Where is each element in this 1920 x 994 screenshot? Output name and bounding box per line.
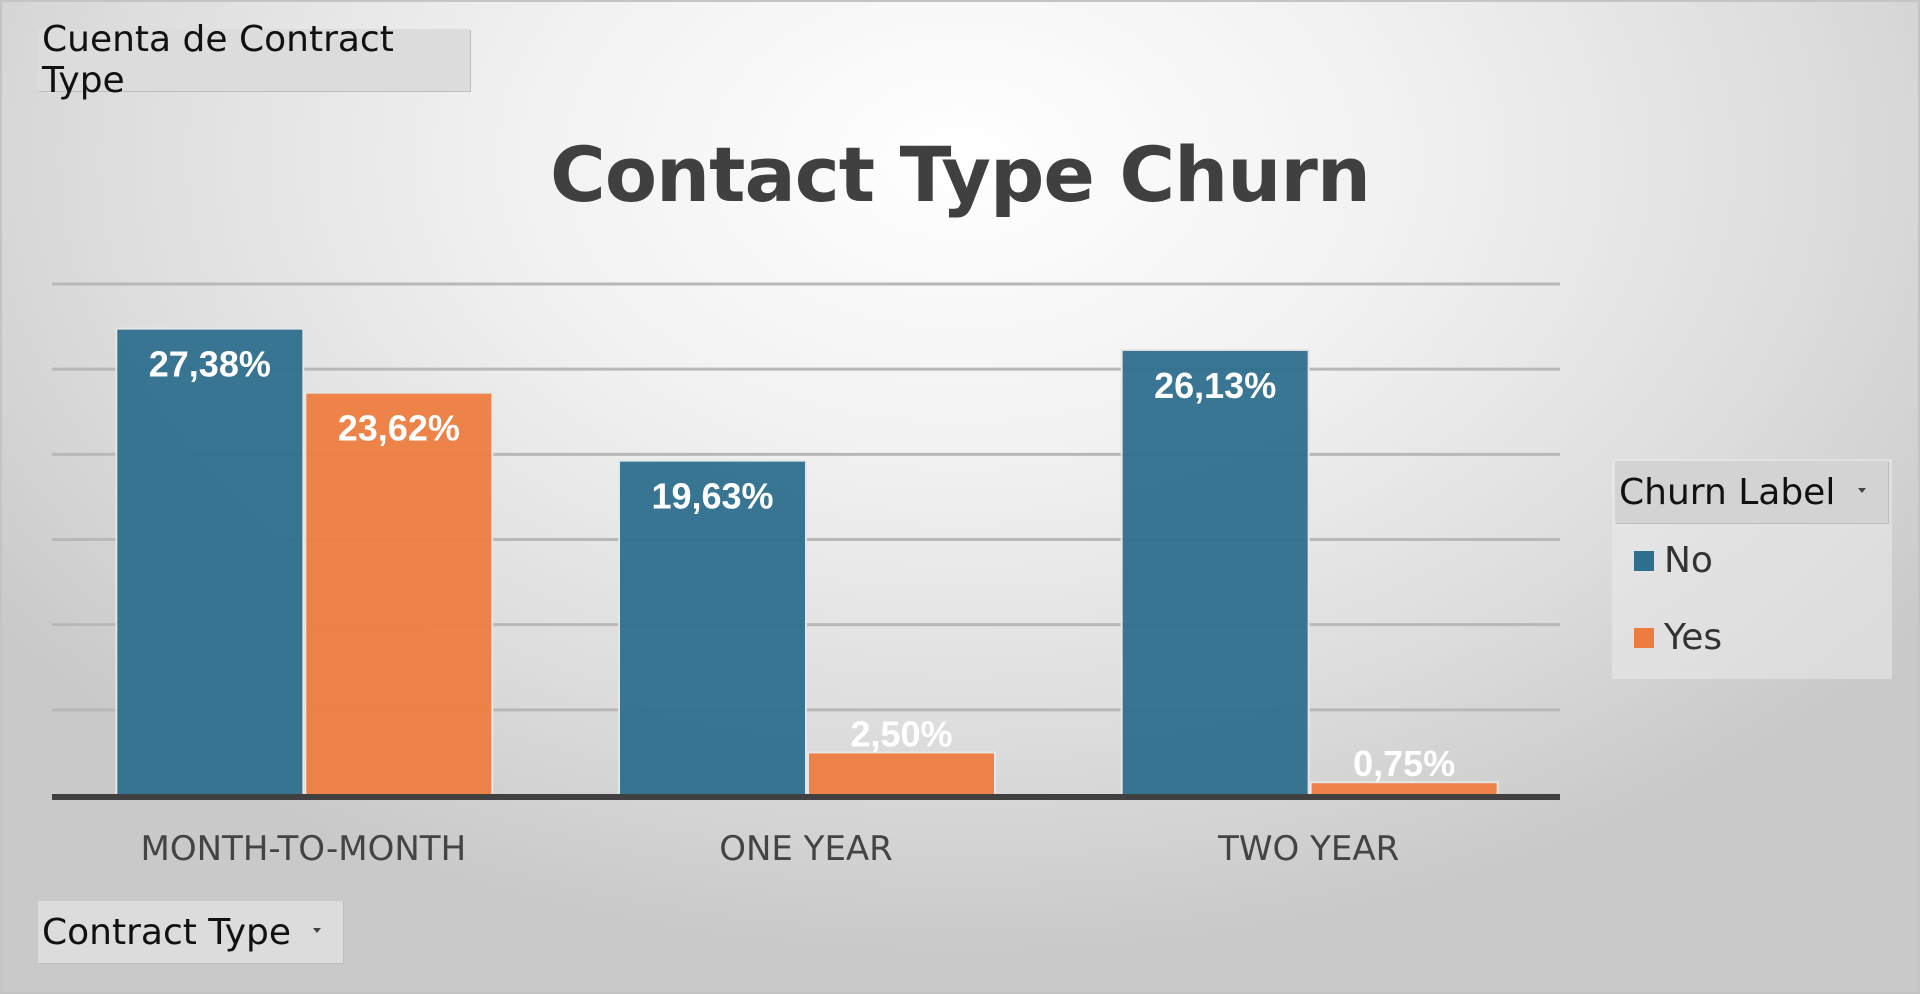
axis-field-label: Contract Type — [42, 911, 291, 953]
legend-field-button[interactable]: Churn Label — [1615, 461, 1888, 523]
data-label: 2,50% — [850, 713, 952, 754]
x-tick-label: TWO YEAR — [1217, 829, 1399, 869]
values-field-button[interactable]: Cuenta de Contract Type — [38, 19, 470, 101]
legend-swatch-no — [1634, 550, 1654, 571]
data-label: 19,63% — [651, 476, 773, 517]
chevron-down-icon — [313, 928, 321, 933]
chevron-down-icon — [1858, 488, 1866, 493]
legend-swatch-yes — [1634, 627, 1654, 648]
legend-item-no: No — [1634, 540, 1713, 581]
legend-label-yes: Yes — [1664, 617, 1723, 658]
data-label: 27,38% — [149, 344, 271, 385]
data-label: 0,75% — [1353, 743, 1455, 784]
bar-yes-1 — [807, 751, 996, 797]
legend-label-no: No — [1664, 540, 1713, 581]
axis-field-button[interactable]: Contract Type — [38, 901, 343, 963]
data-label: 23,62% — [338, 408, 460, 449]
values-field-label: Cuenta de Contract Type — [42, 19, 394, 101]
bar-no-0 — [115, 327, 305, 796]
bar-no-2 — [1120, 348, 1310, 796]
bar-no-1 — [618, 459, 807, 796]
legend-field-label: Churn Label — [1619, 471, 1836, 513]
chart-title: Contact Type Churn — [550, 130, 1371, 219]
bar-yes-0 — [304, 391, 494, 796]
x-tick-label: MONTH-TO-MONTH — [141, 829, 467, 869]
data-label: 26,13% — [1154, 365, 1276, 406]
x-tick-label: ONE YEAR — [719, 829, 893, 869]
legend-item-yes: Yes — [1634, 617, 1722, 658]
